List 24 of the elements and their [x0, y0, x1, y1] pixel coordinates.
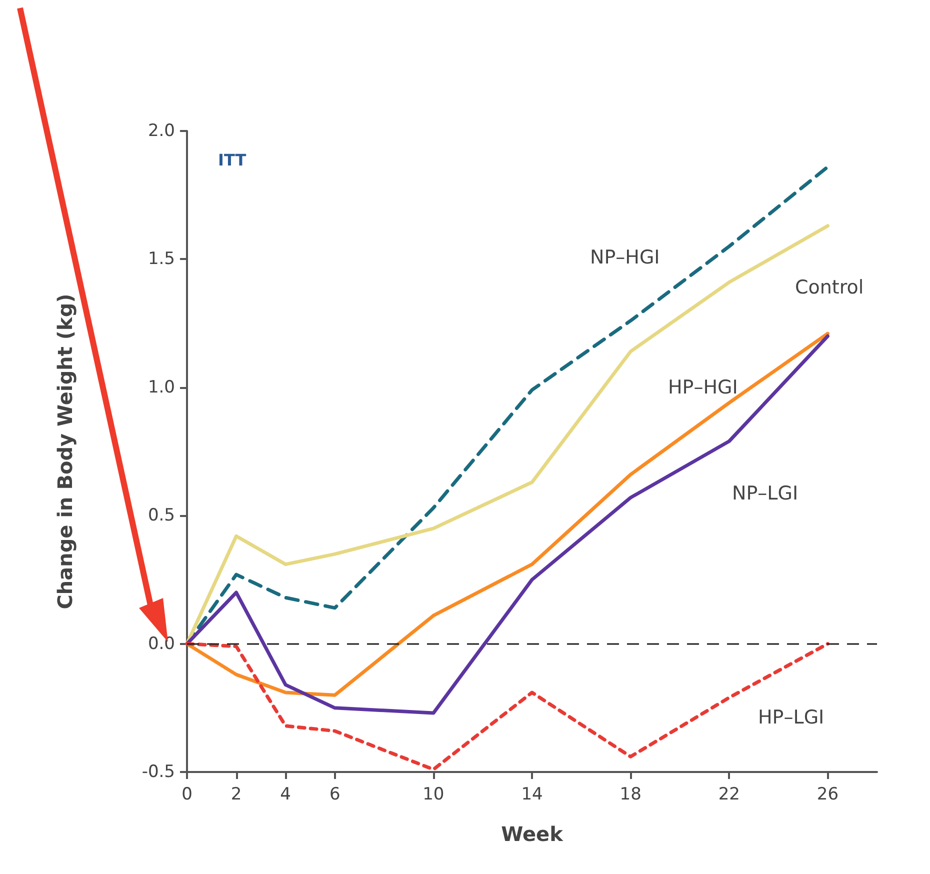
y-tick-label: 1.0: [148, 377, 175, 398]
y-tick-label: 2.0: [148, 121, 175, 141]
y-tick-label: 0.0: [148, 634, 175, 654]
x-tick-label: 10: [422, 784, 444, 804]
annotation: ITT: [218, 150, 246, 170]
x-tick-label: 26: [816, 784, 839, 804]
x-tick-label: 2: [230, 784, 242, 804]
y-tick-label: 1.5: [148, 249, 175, 270]
x-tick-label: 4: [280, 784, 291, 804]
series-label: NP–HGI: [590, 246, 660, 268]
x-axis-title: Week: [501, 822, 564, 846]
series-label: HP–HGI: [668, 376, 738, 398]
x-tick-label: 18: [620, 784, 642, 804]
x-tick-label: 14: [521, 784, 543, 804]
x-tick-label: 0: [182, 784, 192, 804]
y-tick-label: -0.5: [142, 762, 175, 782]
series-label: NP–LGI: [732, 482, 798, 504]
line-series: [185, 642, 830, 772]
x-tick-label: 22: [718, 784, 740, 804]
y-tick-label: 0.5: [148, 506, 175, 526]
series-label: HP–LGI: [758, 706, 824, 728]
series-label: Control: [795, 276, 864, 298]
y-axis-title: Change in Body Weight (kg): [53, 294, 77, 610]
x-tick-label: 6: [329, 784, 340, 804]
